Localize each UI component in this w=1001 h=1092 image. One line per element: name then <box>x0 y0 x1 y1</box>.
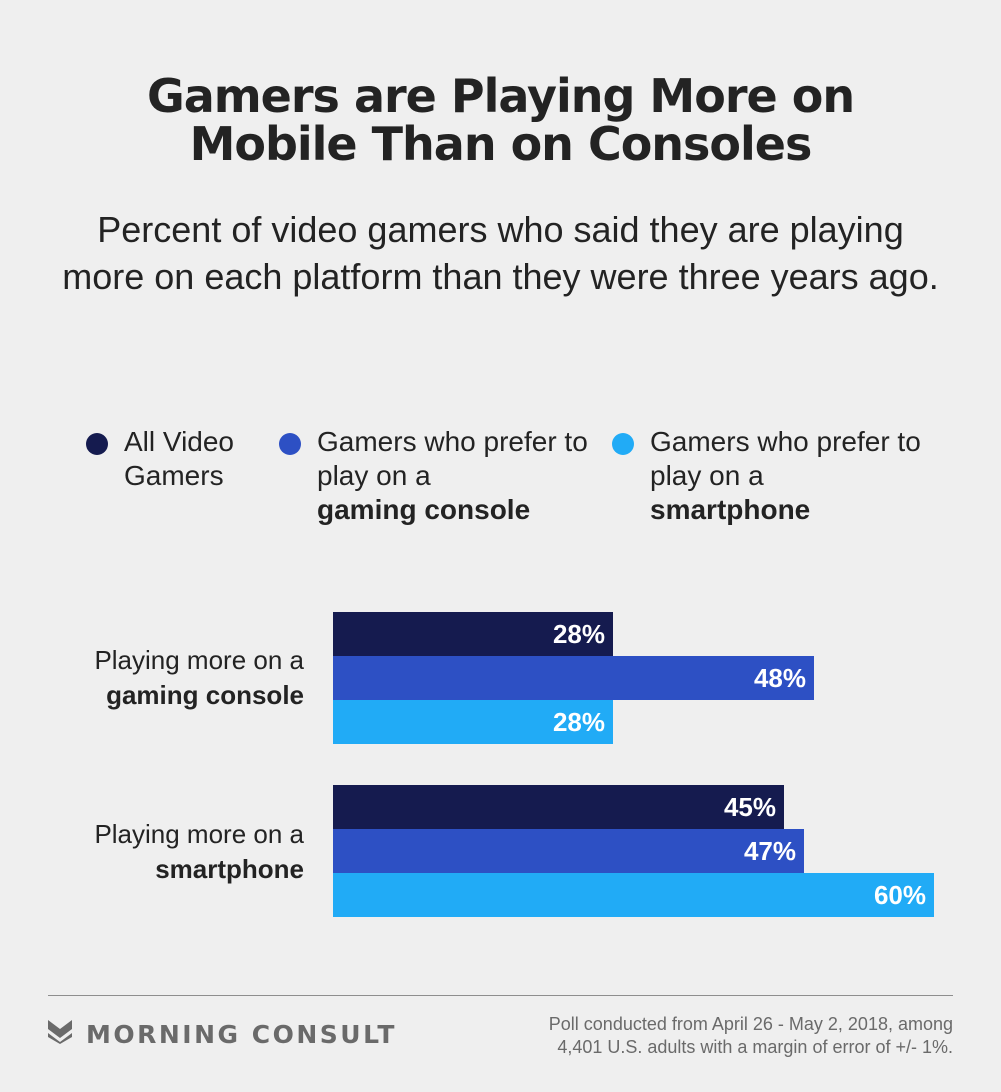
chart-title: Gamers are Playing More on Mobile Than o… <box>146 69 855 171</box>
bar-value-label: 28% <box>552 707 605 737</box>
legend-item-smartphone-gamers: Gamers who prefer to play on a smartphon… <box>612 425 940 527</box>
legend-emphasis-smartphone-gamers: smartphone <box>650 494 811 525</box>
category-label-smartphone: Playing more on a smartphone <box>94 817 304 887</box>
legend-item-all-gamers: All Video Gamers <box>86 425 264 493</box>
bar-smartphone-all-gamers: 45% <box>333 785 784 829</box>
bar-value-label: 45% <box>723 792 776 822</box>
footnote-line-2: 4,401 U.S. adults with a margin of error… <box>557 1037 953 1057</box>
legend-swatch-all-gamers <box>86 433 108 455</box>
category-emphasis-smartphone: smartphone <box>155 854 304 884</box>
footnote: Poll conducted from April 26 - May 2, 20… <box>433 1013 953 1059</box>
legend-swatch-smartphone-gamers <box>612 433 634 455</box>
footer-divider <box>48 995 953 996</box>
category-emphasis-gaming-console: gaming console <box>106 680 304 710</box>
legend-swatch-console-gamers <box>279 433 301 455</box>
bar-value-label: 48% <box>753 663 806 693</box>
legend-label-smartphone-gamers: Gamers who prefer to play on a <box>650 426 921 491</box>
bar-smartphone-console-gamers: 47% <box>333 829 804 873</box>
brand-name: MORNING CONSULT <box>86 1020 397 1049</box>
bar-gaming-console-all-gamers: 28% <box>333 612 613 656</box>
legend-item-console-gamers: Gamers who prefer to play on a gaming co… <box>279 425 607 527</box>
bar-value-label: 28% <box>552 619 605 649</box>
legend-label-console-gamers: Gamers who prefer to play on a <box>317 426 588 491</box>
legend-label-all-gamers: All Video Gamers <box>124 426 235 491</box>
bar-gaming-console-smartphone-gamers: 28% <box>333 700 613 744</box>
bar-value-label: 47% <box>743 836 796 866</box>
morning-consult-logo-icon <box>48 1020 72 1049</box>
bar-value-label: 60% <box>873 880 926 910</box>
category-label-gaming-console: Playing more on a gaming console <box>94 643 304 713</box>
category-prefix-smartphone: Playing more on a <box>94 819 304 849</box>
legend-emphasis-console-gamers: gaming console <box>317 494 531 525</box>
bar-gaming-console-console-gamers: 48% <box>333 656 814 700</box>
category-prefix-gaming-console: Playing more on a <box>94 645 304 675</box>
brand: MORNING CONSULT <box>48 1020 397 1049</box>
footnote-line-1: Poll conducted from April 26 - May 2, 20… <box>548 1014 953 1034</box>
bar-smartphone-smartphone-gamers: 60% <box>333 873 934 917</box>
chart-subtitle: Percent of video gamers who said they ar… <box>62 209 939 297</box>
